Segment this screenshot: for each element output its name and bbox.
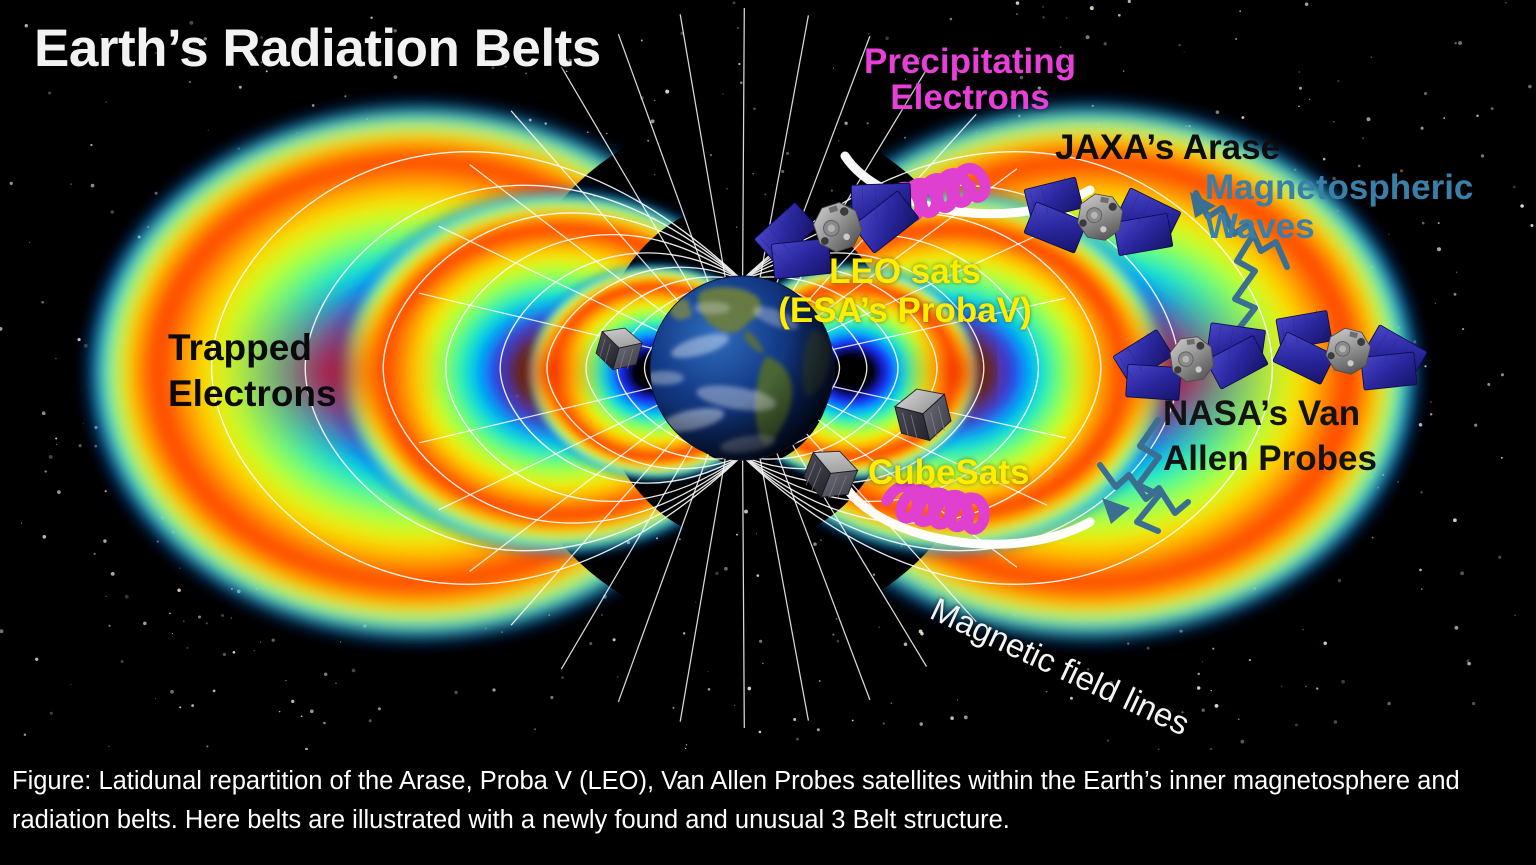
magnetospheric-wave-arrow-lower bbox=[1097, 417, 1191, 534]
cubesat-1 bbox=[592, 321, 646, 376]
label-jaxa-arase: JAXA’s Arase bbox=[1055, 128, 1281, 167]
label-leo-sats: LEO sats (ESA’s ProbaV) bbox=[778, 252, 1032, 331]
label-cubesats: CubeSats bbox=[868, 453, 1030, 492]
loss-cone-arc-south bbox=[840, 481, 1095, 549]
cubesat-2 bbox=[891, 382, 955, 448]
label-precipitating-electrons: Precipitating Electrons bbox=[864, 42, 1076, 117]
label-magnetospheric-waves: Magnetospheric Waves bbox=[1205, 168, 1474, 247]
wave-arrowhead-upper bbox=[1190, 192, 1216, 218]
label-trapped-electrons: Trapped Electrons bbox=[168, 327, 337, 415]
precipitating-electron-helix-south bbox=[881, 480, 990, 535]
label-nasa-van-allen-probes: NASA’s Van Allen Probes bbox=[1163, 394, 1377, 478]
cubesat-3 bbox=[798, 441, 863, 507]
wave-arrowhead-lower bbox=[1102, 498, 1130, 524]
radiation-belt-diagram: Earth’s Radiation Belts Precipitating El… bbox=[0, 0, 1534, 750]
figure-caption: Figure: Latidunal repartition of the Ara… bbox=[0, 750, 1536, 865]
page-title: Earth’s Radiation Belts bbox=[34, 19, 601, 78]
earth-globe bbox=[649, 275, 835, 461]
